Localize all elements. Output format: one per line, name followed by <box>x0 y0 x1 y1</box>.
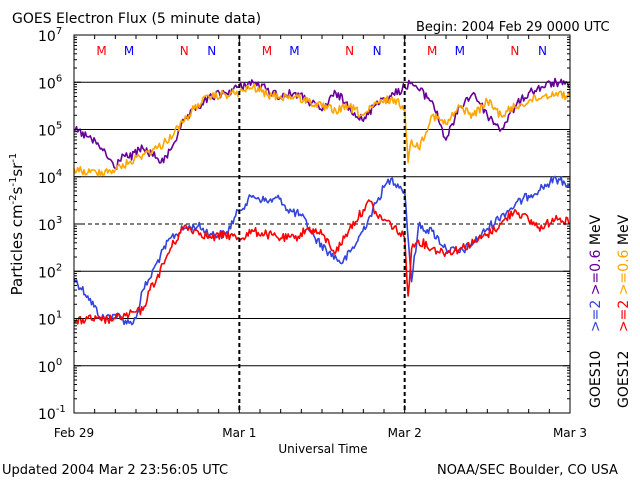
y-tick-label-2: 101 <box>38 310 62 329</box>
credit-label: NOAA/SEC Boulder, CO USA <box>437 463 618 478</box>
y-tick-label-3: 102 <box>38 262 62 281</box>
y-tick-base-5: 10 <box>38 171 56 187</box>
x-tick-label-0: Feb 29 <box>54 426 94 440</box>
y-tick-label-8: 107 <box>38 26 62 45</box>
marker-n-10: N <box>510 44 519 58</box>
y-tick-base-7: 10 <box>38 76 56 92</box>
y-tick-base-8: 10 <box>38 29 56 45</box>
series-line-3 <box>73 82 571 177</box>
x-tick-label-2: Mar 2 <box>388 426 422 440</box>
y-axis-label-unit-sr: sr <box>8 162 26 177</box>
y-tick-exp-1: 0 <box>56 357 62 368</box>
legend-goes10-item-0: GOES10 <box>588 351 604 408</box>
y-tick-base-6: 10 <box>38 124 56 140</box>
legend-goes10: GOES10 >=2 >=0.6 MeV <box>588 214 604 408</box>
gridlines <box>74 81 570 367</box>
legend-goes12-item-0: GOES12 <box>616 351 632 408</box>
series-line-1 <box>73 199 571 325</box>
y-tick-exp-5: 4 <box>56 168 62 179</box>
y-tick-label-5: 104 <box>38 168 62 187</box>
marker-n-11: N <box>538 44 547 58</box>
y-tick-base-2: 10 <box>38 313 56 329</box>
series-line-0 <box>73 175 571 326</box>
y-tick-label-0: 10-1 <box>38 404 66 423</box>
legend-goes12: GOES12 >=2 >=0.6 MeV <box>616 214 632 408</box>
marker-m-9: M <box>455 44 465 58</box>
y-axis-label-exp1: -2 <box>8 194 19 204</box>
marker-n-6: N <box>345 44 354 58</box>
y-tick-base-3: 10 <box>38 265 56 281</box>
x-tick-label-1: Mar 1 <box>222 426 256 440</box>
y-tick-exp-7: 6 <box>56 73 62 84</box>
y-axis-label: Particles cm-2s-1sr-1 <box>8 153 26 296</box>
y-axis-label-unit-s: s <box>8 186 26 194</box>
chart-title: GOES Electron Flux (5 minute data) <box>12 11 261 27</box>
marker-n-3: N <box>207 44 216 58</box>
y-tick-base-1: 10 <box>38 360 56 376</box>
series-line-2 <box>73 77 571 170</box>
x-axis-label: Universal Time <box>278 442 367 456</box>
y-tick-exp-2: 1 <box>56 310 62 321</box>
legend-goes10-item-1: >=2 <box>588 300 604 337</box>
y-tick-exp-0: -1 <box>56 404 66 415</box>
y-tick-base-4: 10 <box>38 218 56 234</box>
y-tick-exp-6: 5 <box>56 121 62 132</box>
y-tick-exp-4: 3 <box>56 215 62 226</box>
y-tick-label-6: 105 <box>38 121 62 140</box>
begin-time-label: Begin: 2004 Feb 29 0000 UTC <box>416 20 610 35</box>
y-tick-label-1: 100 <box>38 357 62 376</box>
marker-m-0: M <box>96 44 106 58</box>
updated-timestamp: Updated 2004 Mar 2 23:56:05 UTC <box>2 463 228 478</box>
y-tick-label-7: 106 <box>38 73 62 92</box>
y-tick-label-4: 103 <box>38 215 62 234</box>
marker-n-7: N <box>373 44 382 58</box>
y-tick-base-0: 10 <box>38 407 56 423</box>
day-boundaries <box>238 35 406 413</box>
marker-m-8: M <box>427 44 437 58</box>
legend-goes10-item-3: MeV <box>588 214 604 249</box>
marker-m-5: M <box>289 44 299 58</box>
legend-goes12-item-2: >=0.6 <box>616 249 632 299</box>
legend-goes12-item-3: MeV <box>616 214 632 249</box>
y-axis-label-exp3: -1 <box>8 153 19 163</box>
marker-n-2: N <box>180 44 189 58</box>
data-series <box>73 77 571 326</box>
legend-goes10-item-2: >=0.6 <box>588 249 604 299</box>
y-tick-exp-3: 2 <box>56 262 62 273</box>
marker-m-1: M <box>124 44 134 58</box>
legend-goes12-item-1: >=2 <box>616 300 632 337</box>
y-tick-exp-8: 7 <box>56 26 62 37</box>
y-axis-label-base: Particles cm <box>8 204 26 295</box>
marker-m-4: M <box>262 44 272 58</box>
x-tick-label-3: Mar 3 <box>553 426 587 440</box>
x-axis: Feb 29 Mar 1 Mar 2 Mar 3 <box>54 35 587 440</box>
y-axis-label-exp2: -1 <box>8 177 19 187</box>
